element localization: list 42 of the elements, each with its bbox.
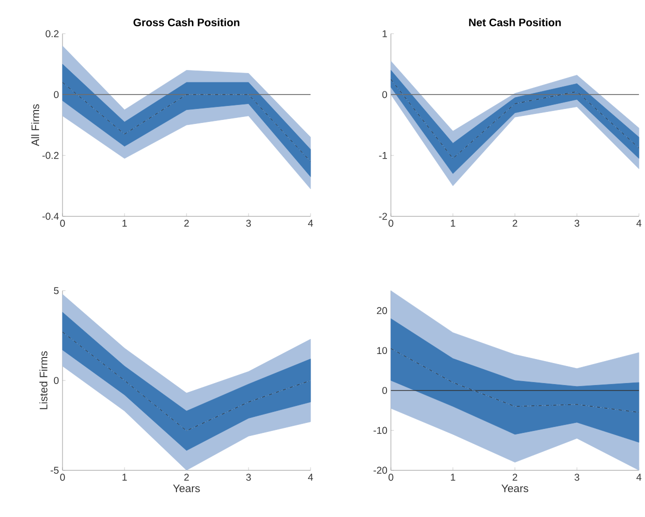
x-tick-label: 4 xyxy=(308,474,314,481)
x-tick-label: 1 xyxy=(122,474,127,481)
x-tick-label: 3 xyxy=(574,474,580,481)
x-tick-label: 2 xyxy=(512,220,518,227)
x-axis-title: Years xyxy=(501,484,528,492)
x-tick-label: 2 xyxy=(512,474,518,481)
y-tick-label: 10 xyxy=(377,347,388,354)
y-tick-label: -5 xyxy=(50,466,59,474)
x-tick-label: 1 xyxy=(450,220,456,227)
x-tick-label: 4 xyxy=(636,474,642,481)
x-tick-label: 4 xyxy=(636,220,642,227)
x-tick-label: 2 xyxy=(184,474,189,481)
y-tick-label: 0 xyxy=(54,91,59,98)
x-tick-label: 0 xyxy=(388,220,394,227)
y-tick-label: 0 xyxy=(382,387,388,394)
y-axis-title: Listed Firms xyxy=(39,351,48,410)
y-tick-label: 0 xyxy=(382,91,388,98)
y-tick-label: -10 xyxy=(374,426,388,434)
x-tick-label: 3 xyxy=(574,220,580,227)
y-tick-label: -1 xyxy=(379,152,387,159)
x-tick-label: 0 xyxy=(60,220,65,227)
y-tick-label: -20 xyxy=(374,466,388,474)
y-tick-label: -2 xyxy=(379,212,387,220)
x-tick-label: 1 xyxy=(122,220,127,227)
y-tick-label: 0 xyxy=(54,377,59,384)
y-tick-label: 0.2 xyxy=(46,30,59,38)
y-axis-title: All Firms xyxy=(31,104,40,146)
y-tick-label: 5 xyxy=(54,287,59,294)
x-tick-label: 0 xyxy=(388,474,394,481)
x-tick-label: 4 xyxy=(308,220,314,227)
x-tick-label: 3 xyxy=(246,220,251,227)
y-tick-label: 1 xyxy=(382,30,387,38)
chart-title: Gross Cash Position xyxy=(134,18,240,26)
chart-title: Net Cash Position xyxy=(469,18,561,26)
y-tick-label: 20 xyxy=(376,307,388,314)
y-tick-label: -0.4 xyxy=(42,212,59,220)
x-tick-label: 2 xyxy=(184,220,189,227)
x-axis-title: Years xyxy=(173,484,200,492)
y-tick-label: -0.2 xyxy=(42,152,59,159)
x-tick-label: 1 xyxy=(450,474,456,481)
x-tick-label: 3 xyxy=(246,474,251,481)
x-tick-label: 0 xyxy=(60,474,65,481)
